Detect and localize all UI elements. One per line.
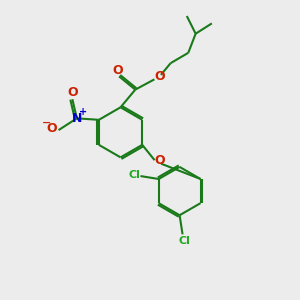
Text: O: O <box>154 70 165 83</box>
Text: −: − <box>41 118 51 128</box>
Text: O: O <box>154 154 165 167</box>
Text: O: O <box>47 122 57 135</box>
Text: O: O <box>112 64 123 77</box>
Text: N: N <box>72 112 82 125</box>
Text: +: + <box>79 107 87 117</box>
Text: O: O <box>67 86 78 99</box>
Text: Cl: Cl <box>128 169 140 180</box>
Text: Cl: Cl <box>178 236 190 246</box>
